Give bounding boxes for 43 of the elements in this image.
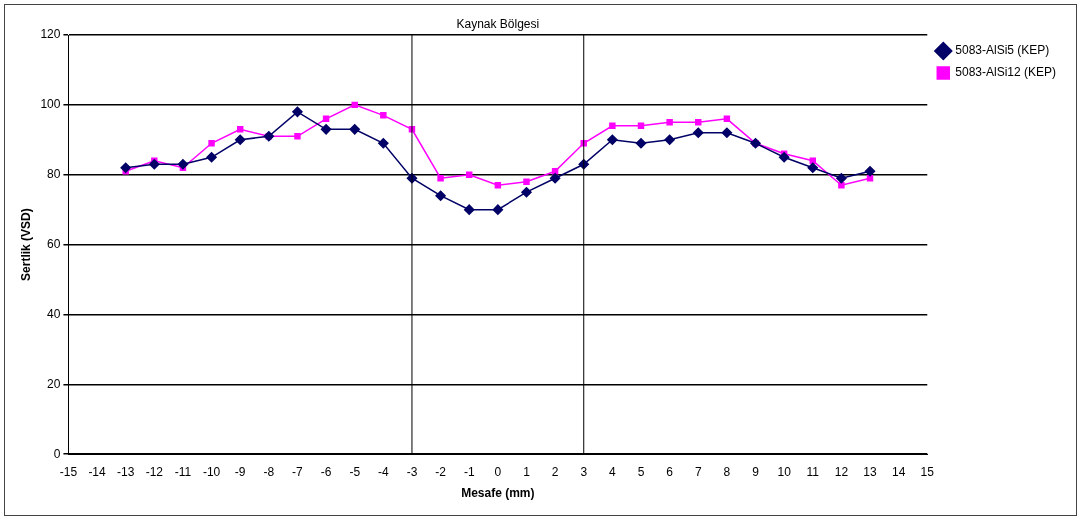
x-tick-label: -4 (378, 464, 389, 479)
x-tick-label: -2 (435, 464, 447, 479)
x-tick-label: 11 (806, 464, 820, 479)
x-tick-label: 15 (920, 464, 935, 479)
x-tick-label: -14 (88, 464, 107, 479)
x-tick-label: -15 (59, 464, 78, 479)
x-tick-label: -11 (174, 464, 192, 479)
x-tick-label: 14 (891, 464, 906, 479)
legend-label: 5083-AlSi5 (KEP) (955, 43, 1050, 58)
x-tick-label: 3 (580, 464, 588, 479)
x-tick-label: 13 (863, 464, 878, 479)
x-tick-label: 5 (637, 464, 645, 479)
y-tick-label: 20 (47, 376, 61, 391)
x-tick-label: 1 (523, 464, 531, 479)
x-axis-title: Mesafe (mm) (461, 486, 535, 501)
x-tick-label: -10 (202, 464, 221, 479)
x-tick-label: -6 (320, 464, 332, 479)
x-tick-label: 0 (494, 464, 502, 479)
x-tick-label: 10 (777, 464, 792, 479)
x-tick-label: 4 (609, 464, 617, 479)
x-tick-label: 7 (694, 464, 702, 479)
y-tick-label: 60 (47, 236, 61, 251)
x-tick-label: -3 (406, 464, 418, 479)
y-tick-label: 0 (53, 446, 61, 461)
legend-label: 5083-AlSi12 (KEP) (955, 65, 1056, 80)
x-tick-label: 12 (834, 464, 849, 479)
x-tick-label: -9 (234, 464, 246, 479)
x-tick-label: -8 (263, 464, 275, 479)
x-tick-label: -5 (349, 464, 361, 479)
x-tick-label: -13 (117, 464, 135, 479)
text: Kaynak Bölgesi (456, 17, 540, 32)
y-axis-title: Sertlik (VSD) (18, 208, 33, 281)
x-tick-label: 6 (666, 464, 674, 479)
x-tick-label: 8 (723, 464, 731, 479)
x-tick-label: -12 (145, 464, 164, 479)
x-tick-label: -7 (292, 464, 304, 479)
y-tick-label: 80 (47, 167, 61, 182)
x-tick-label: 9 (752, 464, 760, 479)
x-tick-label: -1 (463, 464, 475, 479)
x-tick-label: 2 (551, 464, 559, 479)
y-tick-label: 120 (40, 27, 61, 42)
y-tick-label: 40 (47, 306, 61, 321)
y-tick-label: 100 (40, 97, 61, 112)
